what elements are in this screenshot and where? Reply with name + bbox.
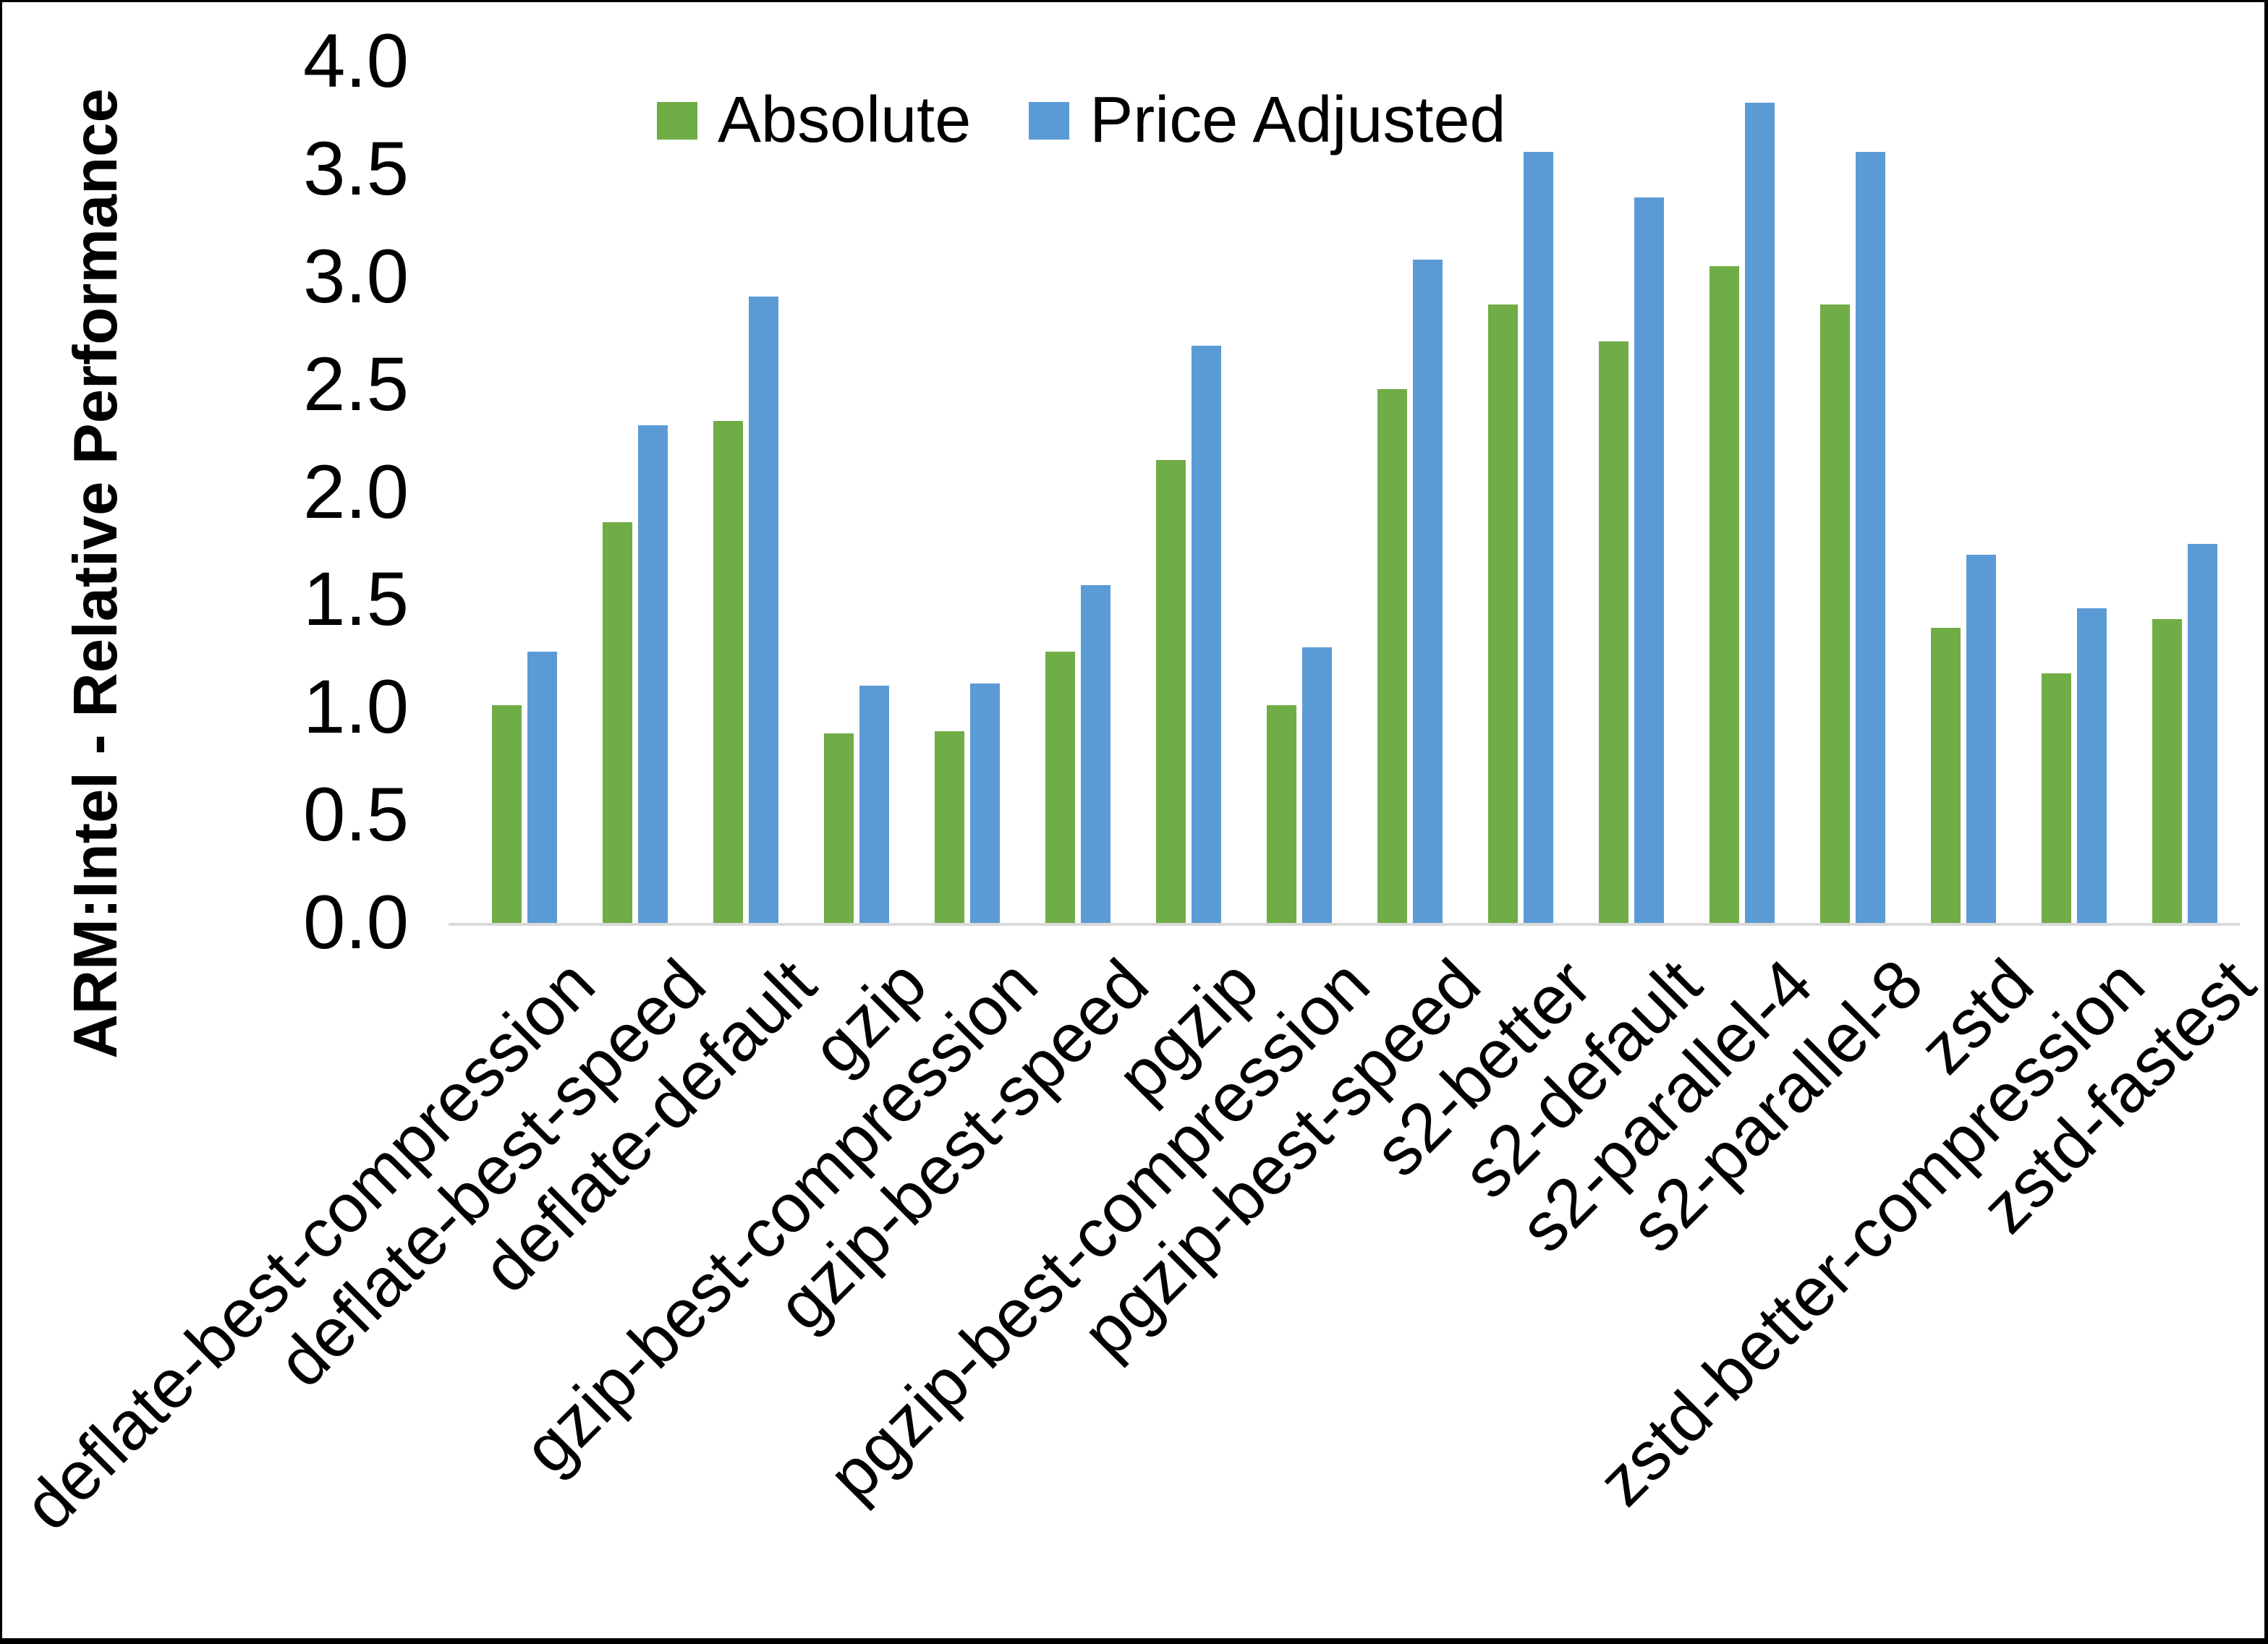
legend-swatch-price-adjusted bbox=[1029, 101, 1070, 140]
bar-price-adjusted-gzip bbox=[859, 686, 889, 923]
bar-price-adjusted-s2-better bbox=[1523, 152, 1553, 923]
bar-absolute-s2-parallel-4 bbox=[1709, 265, 1739, 923]
bar-absolute-pgzip-best-speed bbox=[1377, 388, 1407, 923]
chart-legend: Absolute Price Adjusted bbox=[657, 83, 1506, 158]
bar-absolute-zstd-fastest bbox=[2152, 619, 2182, 923]
bar-price-adjusted-zstd-better-compression bbox=[2076, 608, 2107, 923]
bar-absolute-gzip-best-speed bbox=[1045, 651, 1075, 923]
bar-price-adjusted-pgzip bbox=[1191, 346, 1221, 923]
bar-price-adjusted-gzip-best-compression bbox=[969, 683, 1000, 923]
y-tick-3.0: 3.0 bbox=[303, 234, 409, 319]
bar-absolute-gzip bbox=[823, 733, 854, 923]
bar-price-adjusted-zstd bbox=[1966, 554, 1996, 923]
bar-price-adjusted-deflate-default bbox=[748, 296, 778, 923]
y-tick-1.0: 1.0 bbox=[303, 665, 409, 750]
bar-price-adjusted-pgzip-best-speed bbox=[1412, 259, 1443, 923]
bar-absolute-zstd-better-compression bbox=[2041, 673, 2071, 923]
y-tick-0.0: 0.0 bbox=[303, 880, 409, 965]
bar-price-adjusted-gzip-best-speed bbox=[1080, 584, 1110, 923]
bar-absolute-deflate-best-speed bbox=[602, 522, 632, 923]
legend-swatch-absolute bbox=[657, 101, 697, 140]
bar-price-adjusted-s2-parallel-8 bbox=[1855, 152, 1885, 923]
y-tick-0.5: 0.5 bbox=[303, 772, 409, 858]
y-tick-3.5: 3.5 bbox=[303, 126, 409, 211]
bar-absolute-s2-default bbox=[1598, 341, 1628, 923]
y-tick-2.0: 2.0 bbox=[303, 449, 409, 534]
legend-label-absolute: Absolute bbox=[718, 84, 972, 156]
bar-absolute-pgzip-best-compression bbox=[1266, 705, 1296, 923]
y-axis-title: ARM:Intel - Relative Performance bbox=[61, 88, 130, 1059]
y-tick-4.0: 4.0 bbox=[303, 19, 409, 103]
bar-absolute-deflate-best-compression bbox=[491, 705, 522, 923]
y-tick-2.5: 2.5 bbox=[303, 341, 409, 427]
bar-absolute-s2-parallel-8 bbox=[1819, 304, 1850, 923]
x-axis-line bbox=[449, 923, 2240, 926]
bar-absolute-s2-better bbox=[1487, 304, 1518, 923]
bar-absolute-deflate-default bbox=[713, 421, 743, 923]
bar-price-adjusted-deflate-best-speed bbox=[637, 425, 668, 923]
legend-label-price-adjusted: Price Adjusted bbox=[1090, 84, 1506, 156]
bar-absolute-zstd bbox=[1930, 628, 1961, 923]
bar-price-adjusted-pgzip-best-compression bbox=[1301, 647, 1332, 923]
bar-price-adjusted-s2-parallel-4 bbox=[1744, 102, 1775, 923]
bar-price-adjusted-deflate-best-compression bbox=[527, 651, 557, 923]
bar-price-adjusted-s2-default bbox=[1634, 197, 1664, 923]
bar-absolute-pgzip bbox=[1155, 459, 1186, 923]
y-tick-1.5: 1.5 bbox=[303, 557, 409, 642]
bar-absolute-gzip-best-compression bbox=[934, 731, 964, 923]
bar-price-adjusted-zstd-fastest bbox=[2187, 543, 2217, 923]
